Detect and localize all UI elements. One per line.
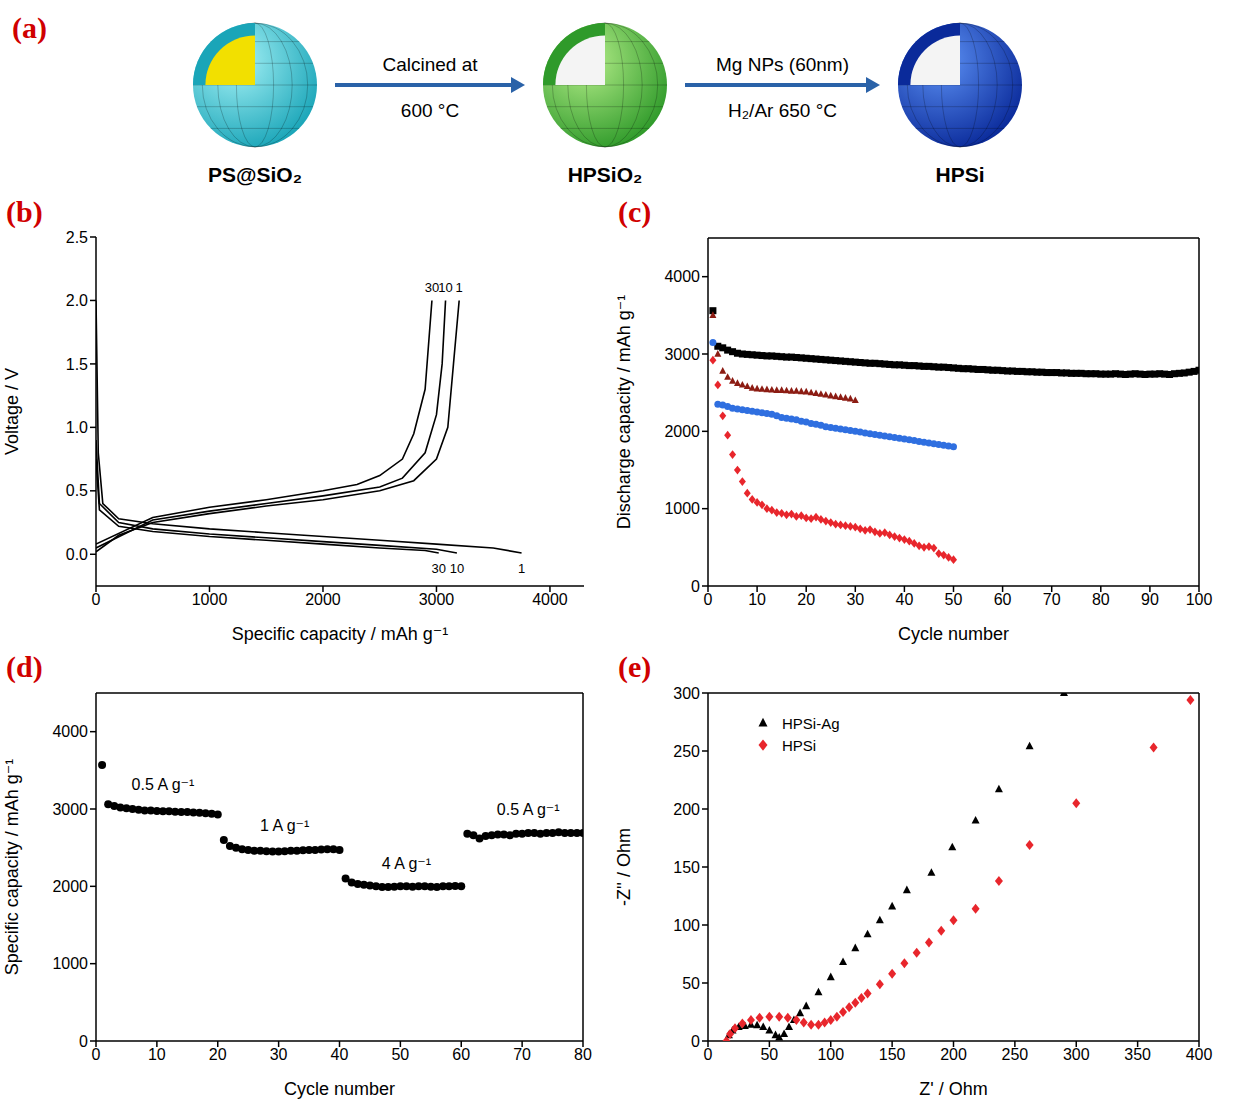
svg-text:300: 300: [673, 685, 700, 702]
svg-text:400: 400: [1186, 1046, 1213, 1063]
html-text:HPSi-Ag: HPSi-Ag: [782, 714, 840, 732]
svg-text:HPSiO₂: HPSiO₂: [568, 163, 643, 186]
svg-text:50: 50: [682, 975, 700, 992]
svg-text:HPSi: HPSi: [935, 163, 984, 186]
svg-text:350: 350: [1124, 1046, 1151, 1063]
svg-text:Mg NPs (60nm): Mg NPs (60nm): [716, 54, 849, 75]
svg-text:Discharge capacity / mAh g⁻¹: Discharge capacity / mAh g⁻¹: [614, 295, 634, 530]
svg-text:60: 60: [452, 1046, 470, 1063]
svg-text:0: 0: [691, 1033, 700, 1050]
html-text:(c): (c): [618, 195, 652, 228]
svg-text:70: 70: [513, 1046, 531, 1063]
svg-text:50: 50: [945, 591, 963, 608]
svg-text:30: 30: [425, 280, 439, 295]
svg-text:Cycle number: Cycle number: [898, 624, 1009, 644]
svg-text:4 A g⁻¹: 4 A g⁻¹: [382, 855, 431, 872]
svg-text:100: 100: [673, 917, 700, 934]
svg-text:30: 30: [270, 1046, 288, 1063]
svg-text:10: 10: [748, 591, 766, 608]
svg-text:0: 0: [92, 591, 101, 608]
svg-text:50: 50: [391, 1046, 409, 1063]
html-text:HPSi: HPSi: [782, 736, 817, 754]
svg-text:1000: 1000: [192, 591, 228, 608]
svg-text:70: 70: [1043, 591, 1061, 608]
svg-text:1 A g⁻¹: 1 A g⁻¹: [260, 817, 309, 834]
svg-text:PS@SiO₂: PS@SiO₂: [208, 163, 302, 186]
svg-text:0.5: 0.5: [66, 482, 88, 499]
svg-text:20: 20: [209, 1046, 227, 1063]
html-text:(e): (e): [618, 650, 652, 683]
svg-text:1.5: 1.5: [66, 356, 88, 373]
svg-text:200: 200: [673, 801, 700, 818]
svg-text:0: 0: [691, 578, 700, 595]
svg-text:0: 0: [704, 1046, 713, 1063]
svg-text:0.5 A g⁻¹: 0.5 A g⁻¹: [132, 776, 195, 793]
svg-text:Specific capacity / mAh g⁻¹: Specific capacity / mAh g⁻¹: [232, 624, 449, 644]
svg-text:2000: 2000: [664, 423, 700, 440]
svg-text:10: 10: [450, 561, 464, 576]
svg-text:0.5 A g⁻¹: 0.5 A g⁻¹: [497, 801, 560, 818]
svg-text:Z' / Ohm: Z' / Ohm: [919, 1079, 987, 1099]
svg-text:20: 20: [797, 591, 815, 608]
svg-text:30: 30: [432, 561, 446, 576]
svg-text:2000: 2000: [305, 591, 341, 608]
svg-text:Calcined at: Calcined at: [382, 54, 478, 75]
svg-text:80: 80: [574, 1046, 592, 1063]
svg-text:150: 150: [673, 859, 700, 876]
svg-text:2.5: 2.5: [66, 229, 88, 246]
html-text:(d): (d): [6, 650, 43, 683]
svg-text:250: 250: [673, 743, 700, 760]
svg-text:H₂/Ar 650 °C: H₂/Ar 650 °C: [728, 100, 837, 121]
svg-text:2000: 2000: [52, 878, 88, 895]
html-text:(b): (b): [6, 195, 43, 228]
svg-text:600 °C: 600 °C: [401, 100, 459, 121]
svg-text:1000: 1000: [52, 955, 88, 972]
svg-text:(a): (a): [12, 11, 47, 45]
svg-text:40: 40: [896, 591, 914, 608]
svg-text:4000: 4000: [664, 268, 700, 285]
svg-text:Voltage / V: Voltage / V: [2, 368, 22, 455]
svg-text:200: 200: [940, 1046, 967, 1063]
svg-text:50: 50: [760, 1046, 778, 1063]
svg-text:100: 100: [817, 1046, 844, 1063]
svg-text:90: 90: [1141, 591, 1159, 608]
svg-text:Specific capacity / mAh g⁻¹: Specific capacity / mAh g⁻¹: [2, 759, 22, 976]
svg-text:4000: 4000: [52, 723, 88, 740]
svg-text:10: 10: [438, 280, 452, 295]
svg-text:250: 250: [1002, 1046, 1029, 1063]
svg-text:60: 60: [994, 591, 1012, 608]
svg-text:0.0: 0.0: [66, 546, 88, 563]
svg-text:1: 1: [518, 561, 525, 576]
svg-text:-Z'' / Ohm: -Z'' / Ohm: [614, 828, 634, 906]
svg-text:3000: 3000: [52, 801, 88, 818]
svg-text:Cycle number: Cycle number: [284, 1079, 395, 1099]
svg-text:1: 1: [456, 280, 463, 295]
svg-text:30: 30: [846, 591, 864, 608]
svg-text:1.0: 1.0: [66, 419, 88, 436]
svg-text:3000: 3000: [419, 591, 455, 608]
svg-text:4000: 4000: [532, 591, 568, 608]
svg-text:100: 100: [1186, 591, 1213, 608]
svg-text:1000: 1000: [664, 500, 700, 517]
svg-text:80: 80: [1092, 591, 1110, 608]
svg-text:300: 300: [1063, 1046, 1090, 1063]
svg-text:150: 150: [879, 1046, 906, 1063]
svg-text:0: 0: [79, 1033, 88, 1050]
svg-text:40: 40: [331, 1046, 349, 1063]
svg-text:0: 0: [92, 1046, 101, 1063]
svg-text:3000: 3000: [664, 346, 700, 363]
svg-text:0: 0: [704, 591, 713, 608]
svg-text:10: 10: [148, 1046, 166, 1063]
svg-text:2.0: 2.0: [66, 292, 88, 309]
